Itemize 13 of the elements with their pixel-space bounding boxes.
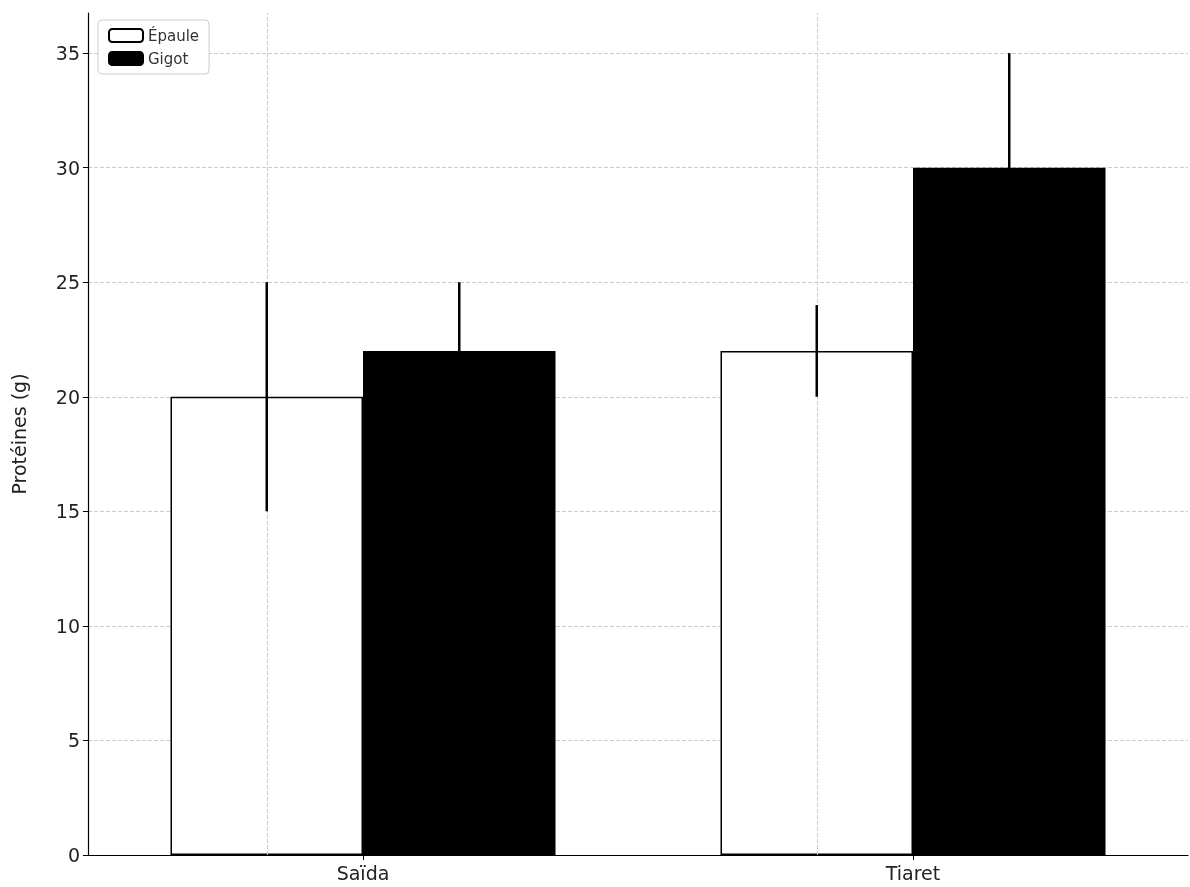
y-tick-label: 5 — [67, 729, 80, 752]
y-tick-label: 20 — [55, 385, 80, 408]
x-tick-label: Saïda — [336, 861, 390, 884]
y-tick-label: 15 — [55, 500, 80, 523]
legend-label: Gigot — [148, 49, 189, 68]
y-tick-label: 35 — [55, 42, 80, 65]
legend-label: Épaule — [148, 25, 200, 45]
x-tick-label: Tiaret — [884, 861, 941, 884]
y-tick-label: 30 — [55, 156, 80, 179]
y-tick-label: 25 — [55, 271, 80, 294]
y-tick-label: 0 — [67, 844, 80, 866]
y-axis-title: Protéines (g) — [7, 373, 30, 495]
y-tick-label: 10 — [55, 614, 80, 637]
